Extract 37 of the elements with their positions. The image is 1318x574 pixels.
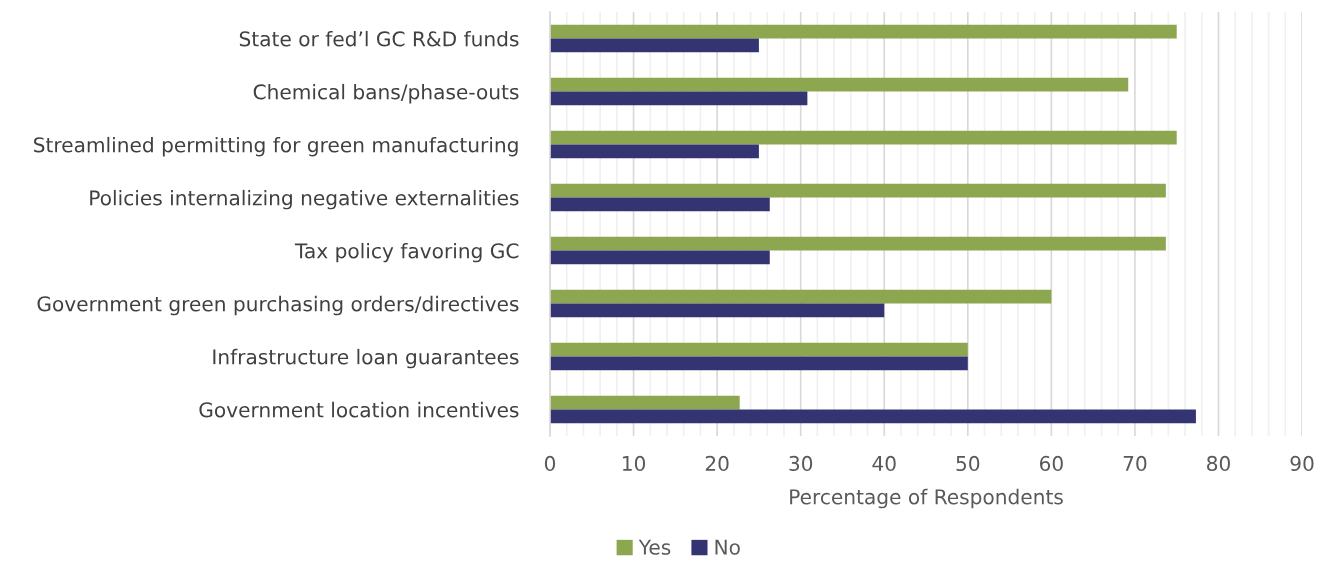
- bar: [550, 409, 1196, 424]
- bar: [550, 197, 770, 212]
- bar: [550, 144, 759, 159]
- legend-label: No: [715, 539, 740, 555]
- bar: [550, 91, 808, 106]
- bar: [550, 342, 968, 357]
- bar: [550, 183, 1166, 198]
- bar: [550, 24, 1177, 39]
- x-axis-title: Percentage of Respondents: [790, 488, 1063, 509]
- bar: [550, 303, 885, 318]
- x-tick-label: 60: [1039, 455, 1063, 472]
- x-tick-label: 30: [789, 455, 813, 472]
- x-tick-label: 90: [1290, 455, 1314, 472]
- x-tick-label: 0: [544, 455, 556, 472]
- bar: [550, 289, 1052, 304]
- bar: [550, 250, 770, 265]
- y-tick-label: Government green purchasing orders/directives: [37, 295, 519, 316]
- y-tick-label: Policies internalizing negative externalities: [90, 189, 519, 210]
- x-tick-label: 40: [872, 455, 896, 472]
- y-tick-label: Tax policy favoring GC: [294, 242, 519, 263]
- x-tick-label: 80: [1207, 455, 1230, 472]
- y-tick-label: Chemical bans/phase-outs: [253, 83, 519, 104]
- x-tick-label: 50: [956, 455, 980, 472]
- x-tick-label: 70: [1123, 455, 1147, 472]
- bar: [550, 38, 759, 53]
- x-tick-label: 10: [622, 455, 646, 472]
- x-tick-label: 20: [705, 455, 729, 472]
- bar: [550, 77, 1129, 92]
- y-tick-label: Streamlined permitting for green manufacturing: [34, 136, 518, 157]
- bar: [550, 395, 740, 410]
- y-tick-label: Government location incentives: [199, 401, 519, 418]
- y-tick-label: State or fed’l GC R&D funds: [239, 30, 519, 47]
- bar: [550, 236, 1166, 251]
- bar: [550, 130, 1177, 145]
- y-tick-label: Infrastructure loan guarantees: [213, 348, 519, 369]
- bar: [550, 356, 968, 371]
- legend-label: Yes: [638, 539, 671, 555]
